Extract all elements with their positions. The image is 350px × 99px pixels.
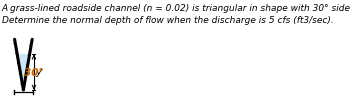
Text: Determine the normal depth of flow when the discharge is 5 cfs (ft3/sec).: Determine the normal depth of flow when … bbox=[2, 16, 334, 25]
Text: A grass-lined roadside channel (n = 0.02) is triangular in shape with 30° side s: A grass-lined roadside channel (n = 0.02… bbox=[2, 4, 350, 13]
Text: y: y bbox=[35, 67, 41, 77]
Polygon shape bbox=[17, 54, 29, 90]
Text: 30°: 30° bbox=[24, 68, 44, 78]
